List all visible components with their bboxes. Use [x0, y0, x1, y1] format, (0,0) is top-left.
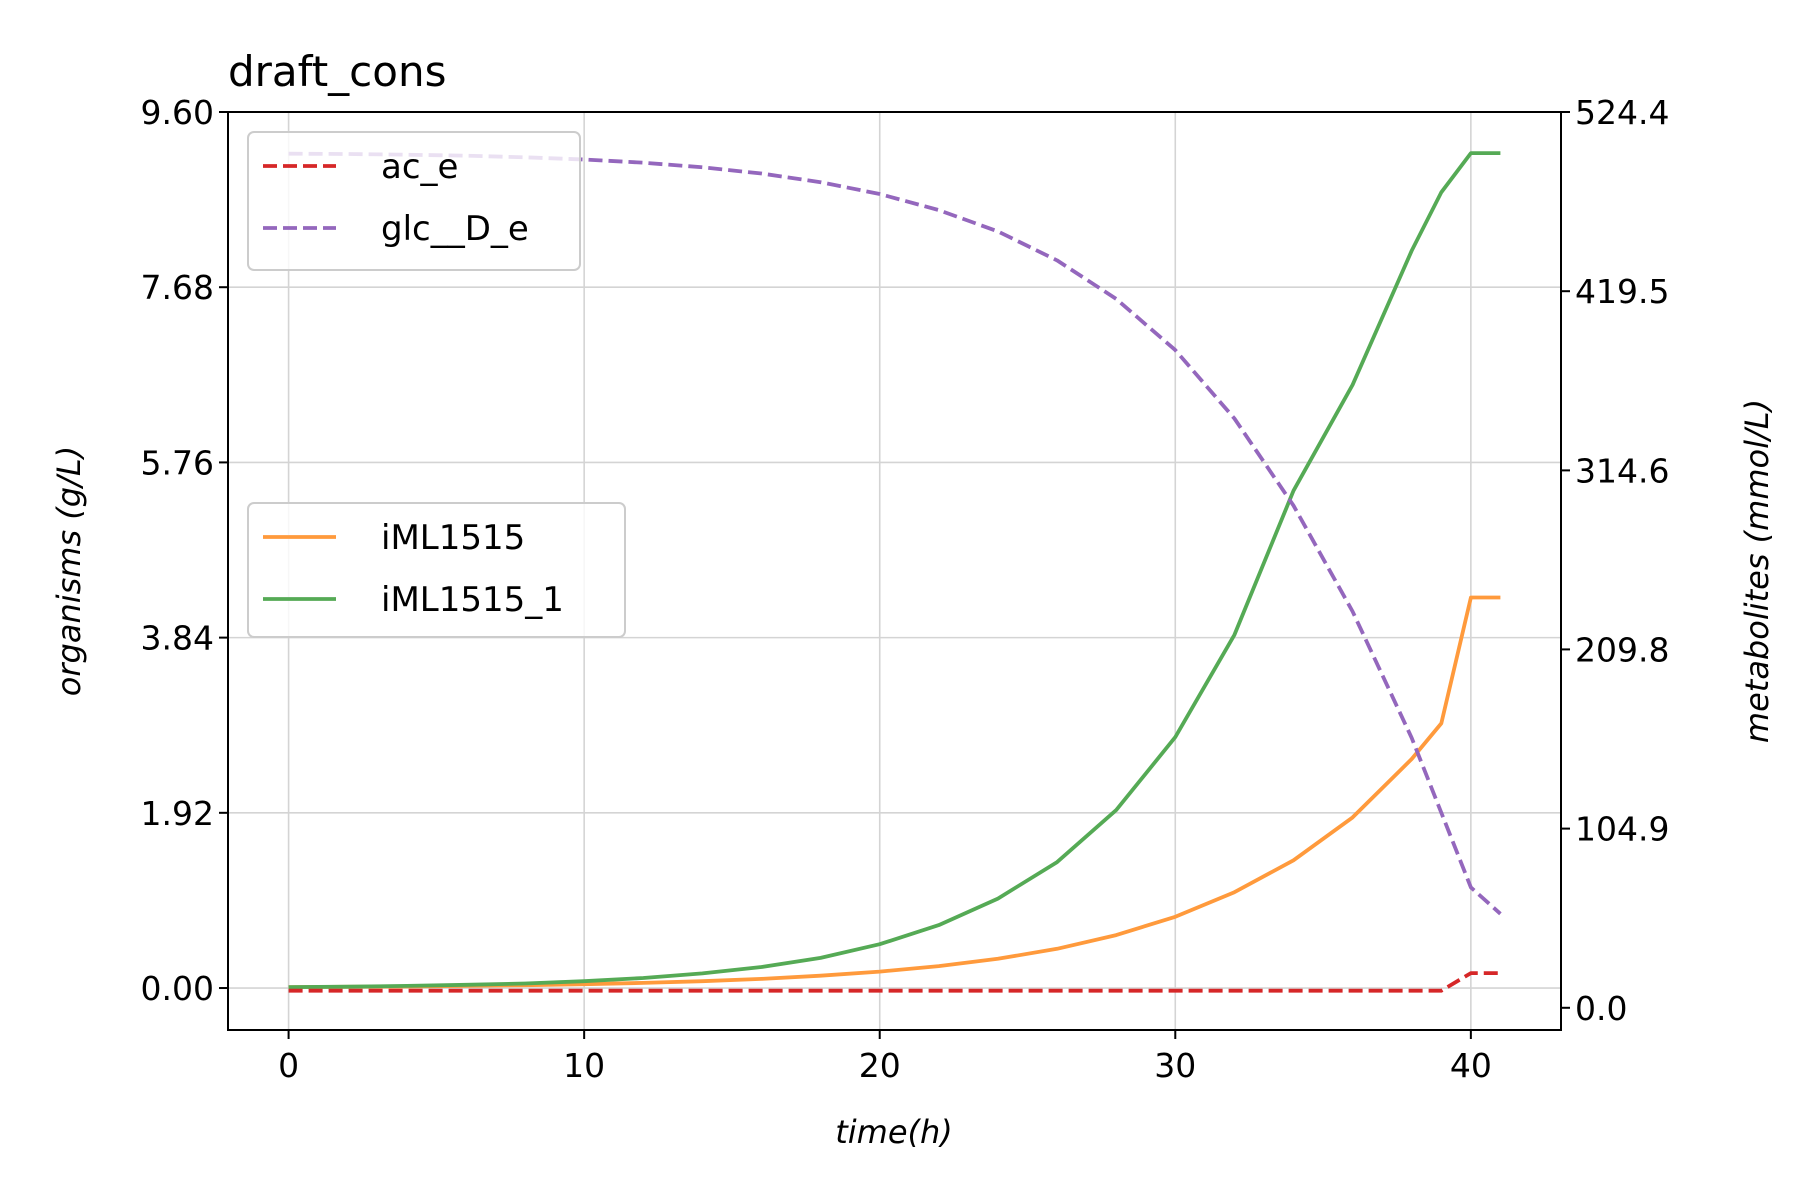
y-left-tick-label: 0.00 — [141, 969, 214, 1008]
y-right-tick-label: 524.4 — [1575, 93, 1669, 132]
y-axis-left-label: organisms (g/L) — [50, 446, 88, 696]
y-axis-left: 0.00 1.92 3.84 5.76 7.68 9.60 — [141, 93, 228, 1008]
x-tick-label: 40 — [1450, 1046, 1492, 1085]
y-right-tick-label: 209.8 — [1575, 630, 1669, 669]
y-right-tick-label: 104.9 — [1575, 810, 1669, 849]
y-left-tick-label: 3.84 — [141, 619, 214, 658]
legend-label-iml1515: iML1515 — [381, 518, 525, 558]
plot-frame — [227, 111, 1562, 1031]
x-tick-label: 0 — [278, 1046, 299, 1085]
chart-title: draft_cons — [228, 47, 446, 96]
y-axis-right: 0.0 104.9 209.8 314.6 419.5 524.4 — [1561, 93, 1669, 1028]
x-axis-label: time(h) — [835, 1113, 953, 1151]
y-left-tick-label: 1.92 — [141, 794, 214, 833]
legend-box — [247, 502, 626, 638]
series-line-ac-e — [288, 971, 1501, 993]
x-tick-label: 20 — [859, 1046, 901, 1085]
x-tick-label: 30 — [1154, 1046, 1196, 1085]
legend-organisms: iML1515 iML1515_1 — [247, 502, 626, 638]
legend-label-iml1515-1: iML1515_1 — [381, 580, 564, 620]
legend-metabolites: ac_e glc__D_e — [247, 131, 581, 271]
x-tick-label: 10 — [563, 1046, 605, 1085]
series-line-iml1515-1 — [288, 151, 1501, 989]
y-axis-right-label: metabolites (mmol/L) — [1738, 399, 1776, 743]
x-axis: 0 10 20 30 40 — [278, 1030, 1492, 1085]
legend-label-glc-d-e: glc__D_e — [381, 209, 529, 249]
y-left-tick-label: 9.60 — [141, 93, 214, 132]
y-right-tick-label: 419.5 — [1575, 272, 1669, 311]
y-left-tick-label: 7.68 — [141, 268, 214, 307]
y-right-tick-label: 0.0 — [1575, 989, 1627, 1028]
legend-label-ac-e: ac_e — [381, 147, 458, 187]
y-left-tick-label: 5.76 — [141, 443, 214, 482]
y-right-tick-label: 314.6 — [1575, 451, 1669, 490]
